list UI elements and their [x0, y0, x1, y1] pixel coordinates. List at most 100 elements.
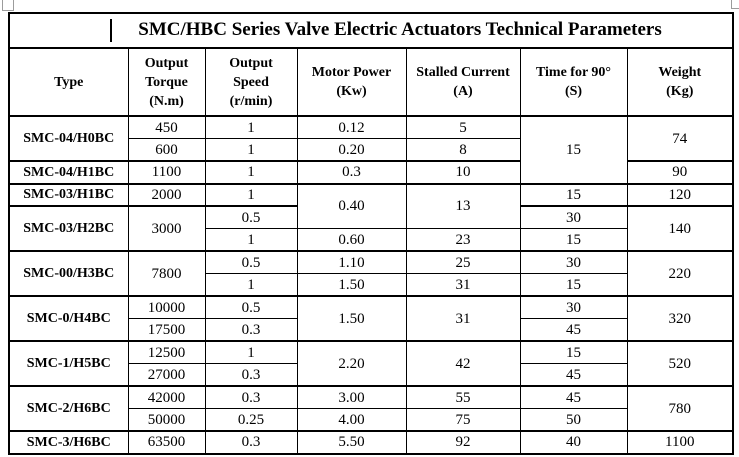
cell-type: SMC-04/H1BC	[8, 160, 129, 185]
cell-time: 30	[519, 250, 628, 275]
column-header-current: Stalled Current (A)	[405, 47, 521, 118]
cell-weight: 1100	[626, 430, 734, 455]
column-header-power: Motor Power (Kw)	[296, 47, 407, 118]
cell-power: 2.20	[296, 340, 407, 387]
cell-weight: 120	[626, 182, 734, 207]
cell-current: 23	[405, 228, 521, 252]
cell-speed: 1	[204, 228, 298, 252]
cell-time: 50	[519, 408, 628, 432]
table-row: SMC-04/H0BC 450 1 0.12 5 15 74	[8, 115, 734, 185]
cell-weight: 320	[626, 295, 734, 342]
cell-current: 92	[405, 430, 521, 455]
cell-time: 15	[519, 115, 628, 185]
cell-time: 45	[519, 385, 628, 410]
cell-current: 31	[405, 295, 521, 342]
cell-power: 0.40	[296, 182, 407, 230]
cell-type: SMC-04/H0BC	[8, 115, 129, 162]
cell-weight: 140	[626, 205, 734, 252]
table-row: SMC-04/H1BC 1100 1 0.3 10 90	[8, 160, 734, 185]
cell-power: 5.50	[296, 430, 407, 455]
table-row: SMC-0/H4BC 10000 0.5 1.50 31 30 320	[8, 295, 734, 342]
cell-power: 0.20	[296, 138, 407, 162]
column-header-speed: Output Speed (r/min)	[204, 47, 298, 118]
table-row: SMC-2/H6BC 42000 0.3 3.00 55 45 780	[8, 385, 734, 432]
cell-speed: 0.3	[204, 385, 298, 410]
cell-speed: 1	[204, 138, 298, 162]
cell-time: 45	[519, 363, 628, 387]
cell-power: 4.00	[296, 408, 407, 432]
cell-time: 30	[519, 295, 628, 320]
cell-speed: 1	[204, 340, 298, 365]
cell-speed: 0.3	[204, 430, 298, 455]
cell-torque: 63500	[127, 430, 206, 455]
cell-current: 55	[405, 385, 521, 410]
cell-torque: 17500	[127, 318, 206, 342]
cell-type: SMC-2/H6BC	[8, 385, 129, 432]
table-row: SMC-03/H1BC 2000 1 0.40 13 15 120	[8, 182, 734, 230]
cell-type: SMC-03/H1BC	[8, 182, 129, 207]
cell-speed: 0.3	[204, 318, 298, 342]
cell-current: 13	[405, 182, 521, 230]
cell-weight: 74	[626, 115, 734, 162]
table-row: SMC-00/H3BC 7800 0.5 1.10 25 30 220	[8, 250, 734, 297]
cell-power: 1.50	[296, 295, 407, 342]
cell-torque: 10000	[127, 295, 206, 320]
cell-torque: 42000	[127, 385, 206, 410]
cell-torque: 1100	[127, 160, 206, 185]
cell-power: 0.60	[296, 228, 407, 252]
cell-power: 0.12	[296, 115, 407, 140]
cell-type: SMC-3/H6BC	[8, 430, 129, 455]
cell-power: 0.3	[296, 160, 407, 185]
cell-current: 5	[405, 115, 521, 140]
cell-speed: 1	[204, 115, 298, 140]
cell-weight: 90	[626, 160, 734, 185]
cell-current: 42	[405, 340, 521, 387]
header-row: Type Output Torque (N.m) Output Speed (r…	[8, 47, 734, 118]
column-header-time: Time for 90° (S)	[519, 47, 628, 118]
parameters-table: SMC/HBC Series Valve Electric Actuators …	[8, 12, 735, 455]
cell-current: 25	[405, 250, 521, 275]
cell-torque: 600	[127, 138, 206, 162]
cell-type: SMC-00/H3BC	[8, 250, 129, 297]
cell-torque: 3000	[127, 205, 206, 252]
table-title: SMC/HBC Series Valve Electric Actuators …	[8, 12, 734, 49]
column-header-weight: Weight (Kg)	[626, 47, 734, 118]
cell-speed: 1	[204, 273, 298, 297]
cell-type: SMC-1/H5BC	[8, 340, 129, 387]
cell-time: 15	[519, 228, 628, 252]
table-row: SMC-3/H6BC 63500 0.3 5.50 92 40 1100	[8, 430, 734, 455]
column-header-type: Type	[8, 47, 129, 118]
cell-torque: 12500	[127, 340, 206, 365]
cell-torque: 2000	[127, 182, 206, 207]
table-row: SMC-1/H5BC 12500 1 2.20 42 15 520	[8, 340, 734, 387]
cell-current: 31	[405, 273, 521, 297]
cell-torque: 27000	[127, 363, 206, 387]
cell-current: 8	[405, 138, 521, 162]
cell-type: SMC-0/H4BC	[8, 295, 129, 342]
cell-weight: 520	[626, 340, 734, 387]
cell-time: 45	[519, 318, 628, 342]
cell-time: 40	[519, 430, 628, 455]
cell-speed: 1	[204, 182, 298, 207]
cell-time: 15	[519, 340, 628, 365]
title-row: SMC/HBC Series Valve Electric Actuators …	[8, 12, 734, 49]
cell-speed: 0.25	[204, 408, 298, 432]
cell-current: 10	[405, 160, 521, 185]
cell-power: 1.50	[296, 273, 407, 297]
cell-speed: 0.5	[204, 250, 298, 275]
cell-power: 1.10	[296, 250, 407, 275]
cell-torque: 7800	[127, 250, 206, 297]
column-header-torque: Output Torque (N.m)	[127, 47, 206, 118]
cell-weight: 220	[626, 250, 734, 297]
table-row: 1 1.50 31 15	[9, 273, 733, 297]
cell-speed: 0.5	[204, 295, 298, 320]
cell-speed: 1	[204, 160, 298, 185]
cell-power: 3.00	[296, 385, 407, 410]
crop-mark	[731, 0, 739, 9]
cell-torque: 50000	[127, 408, 206, 432]
table-row: SMC-03/H2BC 3000 0.5 30 140	[8, 205, 734, 252]
table-body: SMC-04/H0BC 450 1 0.12 5 15 74 600 1 0.20 8 SMC-04/…	[8, 115, 734, 455]
cell-type: SMC-03/H2BC	[8, 205, 129, 252]
cell-weight: 780	[626, 385, 734, 432]
